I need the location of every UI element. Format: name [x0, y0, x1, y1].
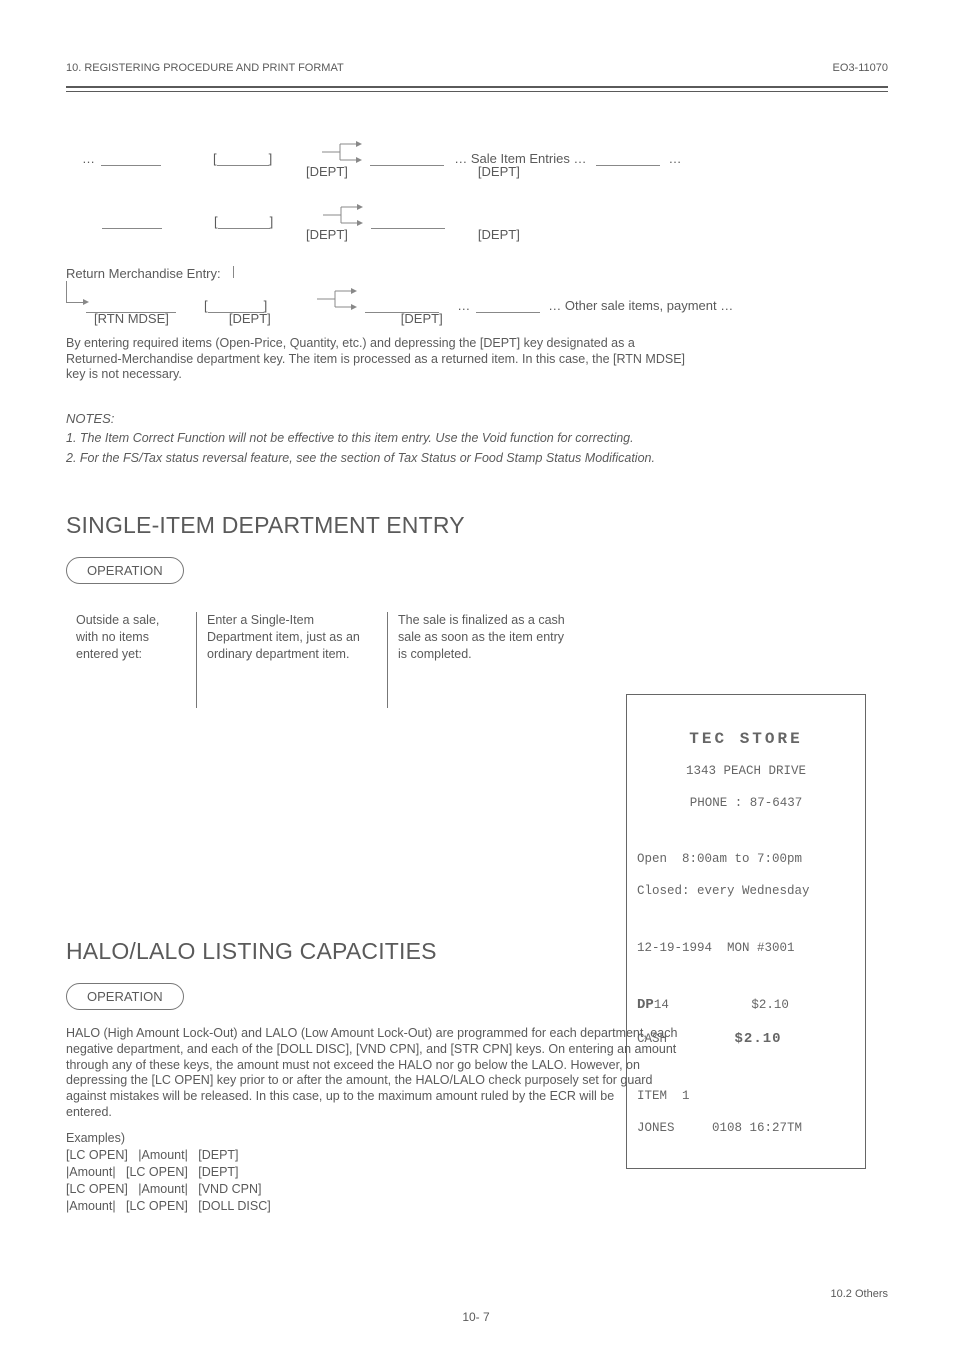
blank-target-1: [370, 152, 444, 166]
single-item-title: SINGLE-ITEM DEPARTMENT ENTRY: [66, 512, 888, 539]
syntax-line-1: … [] … Sale Item Entries … …: [66, 138, 888, 166]
return-desc-paragraph: By entering required items (Open-Price, …: [66, 336, 888, 383]
dept-key-label: [DEPT]: [478, 164, 520, 179]
dept-key-label: [DEPT]: [306, 164, 348, 179]
dept-key-label: [DEPT]: [401, 311, 443, 326]
receipt-store: TEC STORE: [637, 729, 855, 749]
dept-key-label: [DEPT]: [478, 227, 520, 242]
return-merch-title-row: Return Merchandise Entry:: [66, 266, 888, 281]
split-arrow-icon: [315, 285, 359, 313]
footer-index: 10.2 Others: [831, 1288, 888, 1300]
blank-dept-1: [217, 152, 269, 166]
dept-key-label: [DEPT]: [229, 311, 271, 326]
rtn-mdse-label: [RTN MDSE]: [94, 311, 169, 326]
page-header: 10. REGISTERING PROCEDURE AND PRINT FORM…: [66, 0, 888, 82]
op-col-2: Enter a Single-Item Department item, jus…: [197, 612, 387, 708]
blank-dept-2: [218, 215, 270, 229]
page-number: 10- 7: [66, 1310, 886, 1324]
split-arrow-icon: [320, 138, 364, 166]
operation-pill: OPERATION: [66, 983, 184, 1010]
notes-title: NOTES:: [66, 411, 114, 426]
blank-trail-1: [596, 152, 660, 166]
notes-block: NOTES: 1. The Item Correct Function will…: [66, 411, 888, 467]
blank-trail-3: [476, 299, 540, 313]
op-col-3: The sale is finalized as a cash sale as …: [388, 612, 598, 708]
blank-amount-1: [101, 152, 161, 166]
operation-pill: OPERATION: [66, 557, 184, 584]
header-rule-thick: [66, 86, 888, 88]
split-arrow-icon: [321, 201, 365, 229]
sample-receipt: TEC STORE 1343 PEACH DRIVE PHONE : 87-64…: [626, 694, 866, 1169]
op-col-1: Outside a sale, with no items entered ye…: [66, 612, 196, 708]
hook-arrow-icon: [66, 281, 84, 303]
syntax-line-2: []: [66, 201, 888, 229]
entry-syntax-block: … [] … Sale Item Entries … …: [66, 138, 888, 466]
return-merch-label: Return Merchandise Entry:: [66, 266, 221, 281]
header-right: EO3-11070: [833, 62, 888, 74]
blank-amount-2: [102, 215, 162, 229]
example-row: [LC OPEN] |Amount| [VND CPN]: [66, 1181, 888, 1198]
blank-target-2: [371, 215, 445, 229]
header-left: 10. REGISTERING PROCEDURE AND PRINT FORM…: [66, 62, 344, 74]
example-row: |Amount| [LC OPEN] [DOLL DISC]: [66, 1198, 888, 1215]
dept-key-label: [DEPT]: [306, 227, 348, 242]
